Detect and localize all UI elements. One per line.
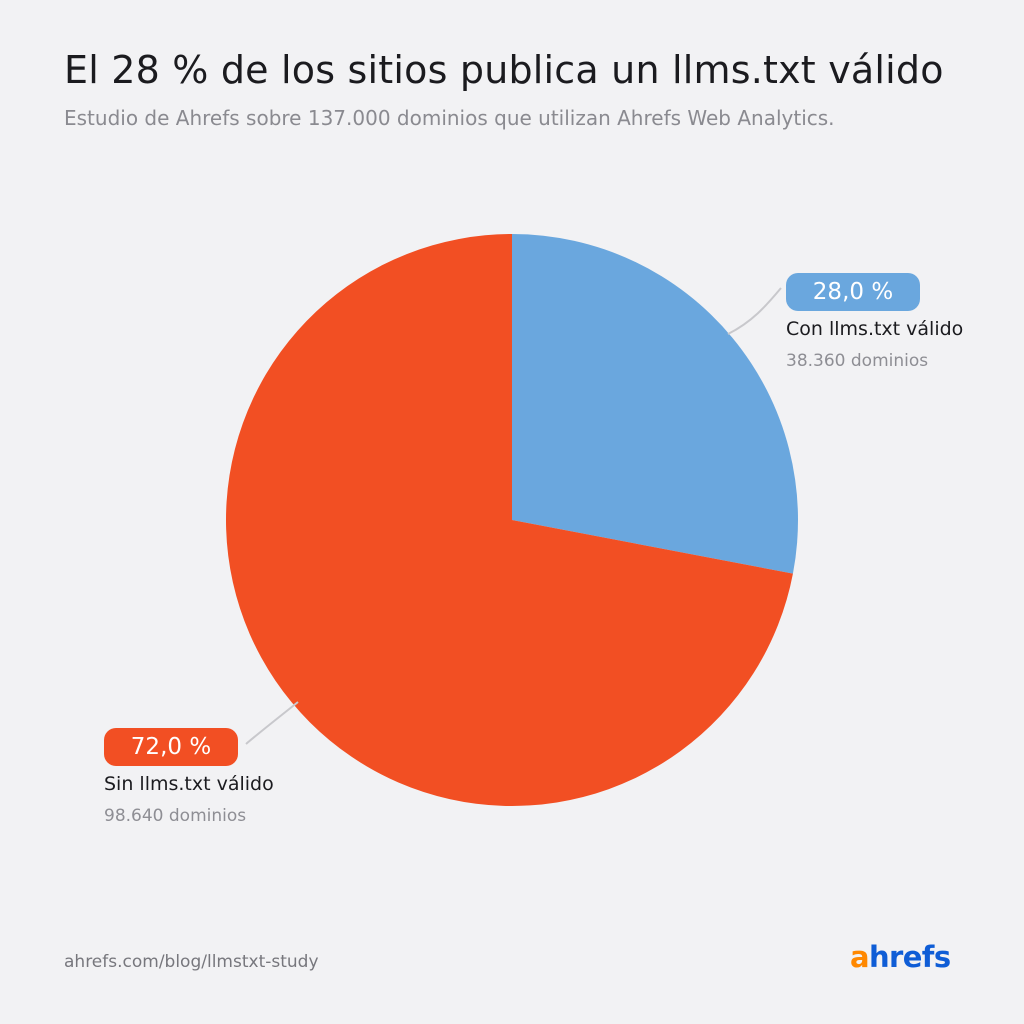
value-label-sin: 72,0 % — [104, 728, 238, 766]
chart-subtitle: Estudio de Ahrefs sobre 137.000 dominios… — [64, 106, 835, 130]
value-label-con: 28,0 % — [786, 273, 920, 311]
slice-count-con: 38.360 dominios — [786, 351, 929, 371]
leader-line-sin — [245, 701, 299, 745]
leader-line-con — [727, 287, 782, 335]
source-url: ahrefs.com/blog/llmstxt-study — [64, 952, 319, 972]
chart-title: El 28 % de los sitios publica un llms.tx… — [64, 48, 944, 92]
slice-count-sin: 98.640 dominios — [104, 806, 247, 826]
ahrefs-logo: ahrefs — [850, 940, 951, 974]
slice-label-con: Con llms.txt válido — [786, 318, 964, 340]
slice-label-sin: Sin llms.txt válido — [104, 773, 274, 795]
pie-slice-sin — [225, 234, 793, 806]
pie-slice-con — [512, 234, 798, 574]
